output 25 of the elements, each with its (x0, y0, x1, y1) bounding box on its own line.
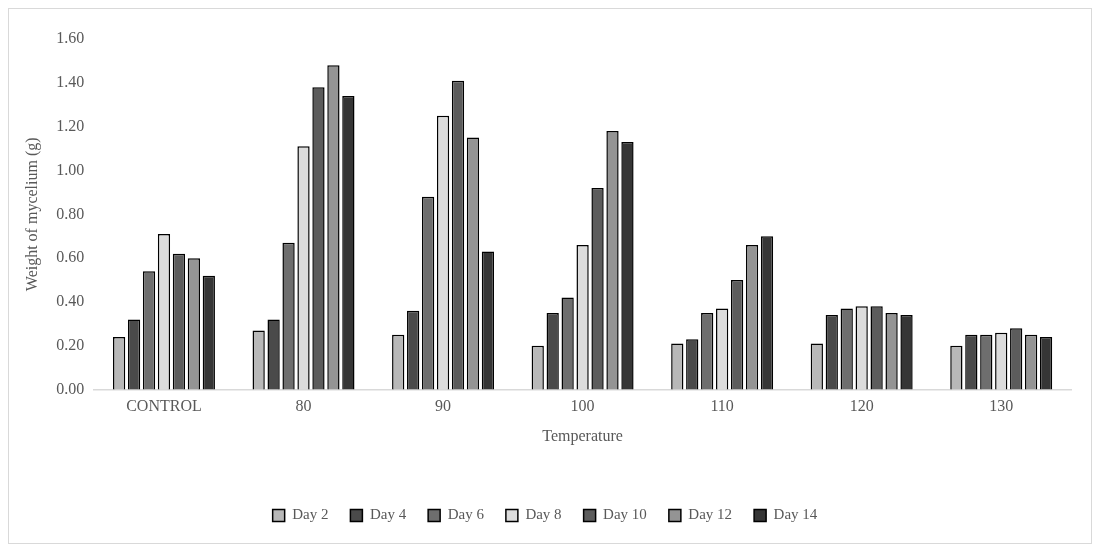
y-tick-label: 0.20 (56, 335, 85, 353)
legend-label: Day 2 (292, 506, 329, 523)
y-tick-label: 1.20 (56, 116, 85, 134)
x-tick-label: 120 (849, 397, 874, 415)
y-tick-label: 0.60 (56, 248, 85, 266)
x-tick-label: CONTROL (126, 397, 202, 415)
x-tick-label: 100 (570, 397, 595, 415)
x-tick-label: 130 (989, 397, 1014, 415)
y-tick-label: 1.60 (56, 29, 85, 47)
y-tick-label: 1.00 (56, 160, 85, 178)
legend-label: Day 10 (603, 506, 647, 523)
legend-label: Day 12 (688, 506, 733, 523)
y-axis-title: Weight of mycelium (g) (22, 137, 41, 292)
x-tick-label: 90 (435, 397, 452, 415)
y-tick-label: 0.40 (56, 292, 85, 310)
y-tick-label: 1.40 (56, 73, 85, 91)
legend-label: Day 8 (525, 506, 562, 523)
legend-label: Day 14 (773, 506, 818, 523)
legend-label: Day 6 (447, 506, 485, 523)
x-tick-label: 80 (295, 397, 312, 415)
y-tick-label: 0.00 (56, 379, 85, 397)
x-tick-label: 110 (710, 397, 734, 415)
x-axis-title: Temperature (542, 426, 623, 445)
y-tick-label: 0.80 (56, 204, 85, 222)
legend-label: Day 4 (369, 506, 407, 523)
